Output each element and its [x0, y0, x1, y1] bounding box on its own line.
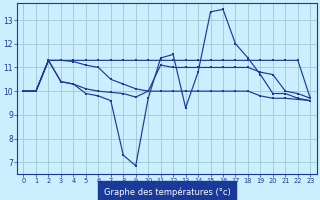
X-axis label: Graphe des températures (°c): Graphe des températures (°c) [104, 187, 230, 197]
